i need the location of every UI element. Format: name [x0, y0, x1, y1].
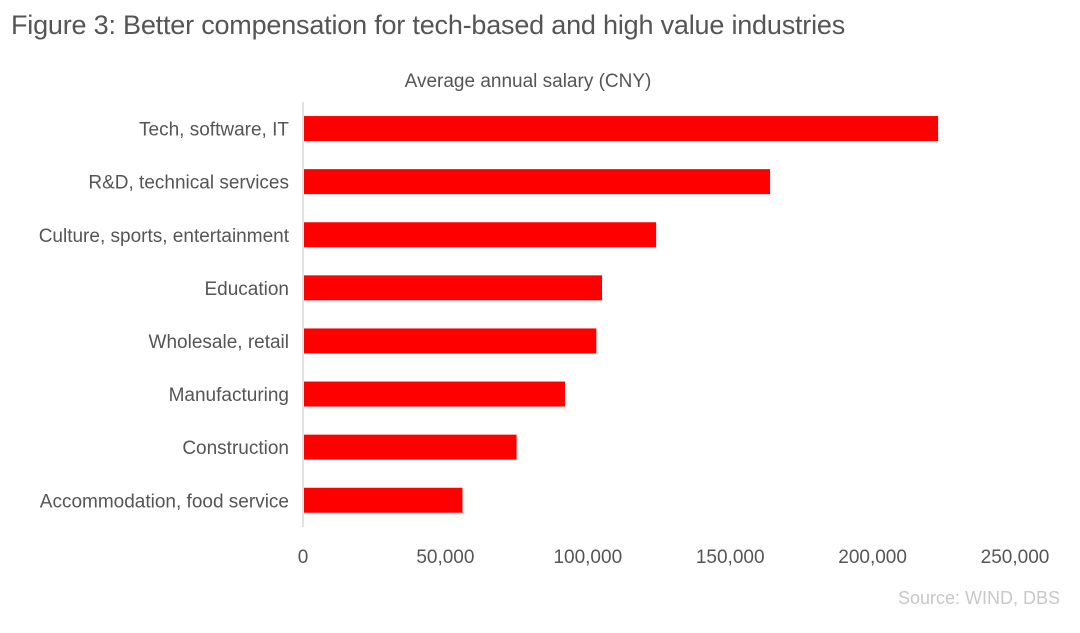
- category-label: Wholesale, retail: [149, 332, 289, 353]
- bar-7: [304, 487, 463, 513]
- bar-5: [304, 381, 566, 407]
- category-labels-group: Tech, software, IT R&D, technical service…: [39, 120, 290, 513]
- bar-2: [304, 222, 657, 248]
- chart-subtitle: Average annual salary (CNY): [405, 71, 652, 92]
- bar-6: [304, 434, 517, 460]
- bars-group: [304, 116, 939, 513]
- x-tick-label: 200,000: [838, 547, 907, 568]
- bar-3: [304, 275, 603, 301]
- source-note: Source: WIND, DBS: [897, 588, 1060, 608]
- bar-4: [304, 328, 597, 354]
- category-label: R&D, technical services: [88, 173, 289, 194]
- bar-0: [304, 116, 939, 142]
- x-tick-label: 100,000: [553, 547, 622, 568]
- category-label: Manufacturing: [169, 385, 289, 406]
- x-tick-label: 0: [298, 547, 309, 568]
- x-tick-label: 150,000: [696, 547, 765, 568]
- category-label: Construction: [182, 438, 289, 459]
- x-tick-label: 250,000: [981, 547, 1050, 568]
- category-label: Accommodation, food service: [40, 491, 289, 512]
- category-label: Culture, sports, entertainment: [39, 226, 290, 247]
- x-tick-label: 50,000: [416, 547, 474, 568]
- bar-1: [304, 169, 771, 195]
- category-label: Tech, software, IT: [139, 120, 289, 141]
- category-label: Education: [204, 279, 289, 300]
- x-tick-labels-group: 0 50,000 100,000 150,000 200,000 250,000: [298, 547, 1050, 568]
- chart-title: Figure 3: Better compensation for tech-b…: [11, 10, 845, 40]
